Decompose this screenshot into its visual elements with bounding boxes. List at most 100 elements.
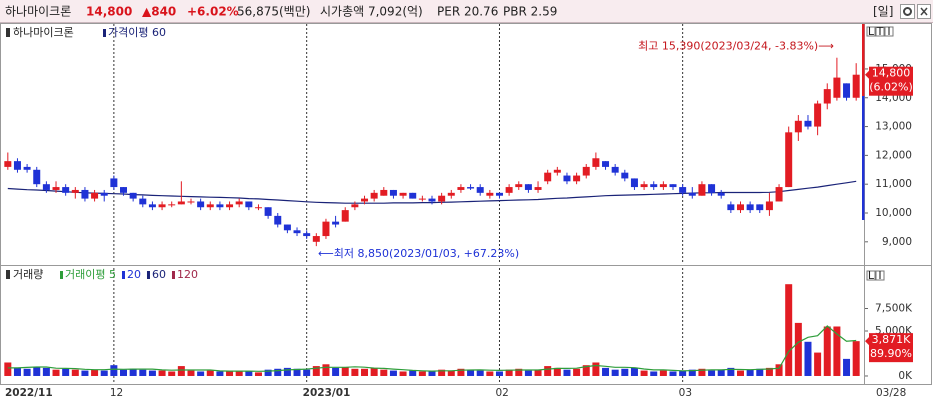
last-tag (869, 333, 913, 363)
volume-bar (351, 368, 359, 376)
volume-bar (746, 369, 754, 376)
candle-body (438, 195, 446, 202)
candle-body (312, 236, 320, 242)
legend-swatch (146, 271, 150, 279)
volume-bar (168, 371, 176, 376)
volume-bar (476, 370, 484, 376)
candle-body (245, 201, 253, 208)
candle-body (505, 187, 513, 193)
legend-label: 거래이평 5 (65, 268, 116, 281)
panel-button[interactable] (875, 26, 885, 37)
volume-bar (698, 368, 706, 376)
volume-bar (332, 367, 340, 376)
volume-bar (447, 370, 455, 376)
candle-body (553, 169, 561, 173)
last-change-label: (89.90%) (866, 347, 917, 360)
volume-bar (177, 366, 185, 376)
legend-swatch (60, 271, 63, 279)
candle-body (775, 187, 783, 202)
candle-body (640, 184, 648, 188)
panel-button-label: T (876, 25, 884, 38)
volume-bar (553, 367, 561, 376)
candle-body (42, 184, 50, 190)
volume-bar (409, 370, 417, 376)
pbr: PBR 2.59 (503, 5, 557, 19)
candle-body (52, 187, 60, 190)
panel-button[interactable] (866, 270, 876, 281)
panel-button[interactable] (875, 270, 885, 281)
volume-bar (765, 367, 773, 376)
candle-body (428, 198, 436, 202)
candle-body (621, 172, 629, 179)
x-tick-label: 12 (110, 387, 123, 399)
volume-bar (736, 370, 744, 376)
settings-button[interactable] (900, 4, 915, 19)
candle-body (351, 204, 359, 208)
volume-bar (158, 370, 166, 376)
candle-body (389, 189, 397, 196)
range-bar-down (862, 96, 865, 220)
volume-bar (505, 369, 513, 376)
candle-body (582, 166, 590, 176)
last-tag-pointer (865, 337, 869, 346)
volume-bar (428, 371, 436, 376)
candle-body (736, 204, 744, 211)
candle-body (23, 166, 31, 170)
volume-bar (380, 369, 388, 376)
volume-bar (794, 322, 802, 376)
volume-bar (592, 362, 600, 376)
price: 14,800 (86, 5, 132, 19)
volume-bar (216, 371, 224, 376)
volume-bar (467, 369, 475, 376)
candle-body (226, 204, 234, 208)
x-tick-label: 2023/01 (303, 387, 351, 399)
change: ▲840 (142, 5, 176, 19)
volume-bar (563, 369, 571, 376)
volume-bar (13, 367, 21, 376)
x-tick-label: 03 (679, 387, 692, 399)
volume-bar (775, 364, 783, 376)
volume-bar (187, 370, 195, 376)
per: PER 20.76 (437, 5, 498, 19)
volume-bar (814, 352, 822, 376)
volume-bar (582, 365, 590, 376)
volume-bar (843, 358, 851, 376)
candle-body (418, 198, 426, 200)
candle-body (794, 120, 802, 133)
candle-body (274, 215, 282, 225)
volume-bar (544, 366, 552, 376)
candle-body (804, 120, 812, 127)
volume-bar (23, 368, 31, 376)
volume-bar (756, 368, 764, 376)
y-tick-label: 0K (898, 370, 913, 382)
candle-body (254, 207, 262, 209)
candle-body (409, 192, 417, 199)
x-tick-label: 2022/11 (5, 387, 53, 399)
gear-icon (903, 7, 912, 16)
x-tick-label: 02 (495, 387, 508, 399)
panel-button[interactable] (884, 26, 894, 37)
candle-body (100, 192, 108, 196)
candle-body (235, 201, 243, 205)
candle-body (534, 187, 542, 190)
candle-body (630, 178, 638, 188)
candle-body (602, 161, 610, 167)
y-tick-label: 11,000 (875, 178, 912, 190)
y-tick-label: 10,000 (875, 207, 912, 219)
legend-label: 120 (177, 268, 198, 281)
period-button[interactable]: [일] (873, 5, 893, 19)
candle-body (843, 83, 851, 98)
volume-bar (100, 370, 108, 376)
volume-bar (389, 370, 397, 376)
candle-body (293, 230, 301, 234)
volume-bar (679, 370, 687, 376)
candle-body (139, 198, 147, 205)
candle-body (91, 192, 99, 199)
volume-bar (495, 371, 503, 376)
panel-button[interactable] (866, 26, 876, 37)
candle-body (177, 201, 185, 205)
candle-body (833, 77, 841, 98)
volume-bar (524, 370, 532, 376)
volume-bar (129, 368, 137, 376)
candle-body (62, 187, 70, 193)
